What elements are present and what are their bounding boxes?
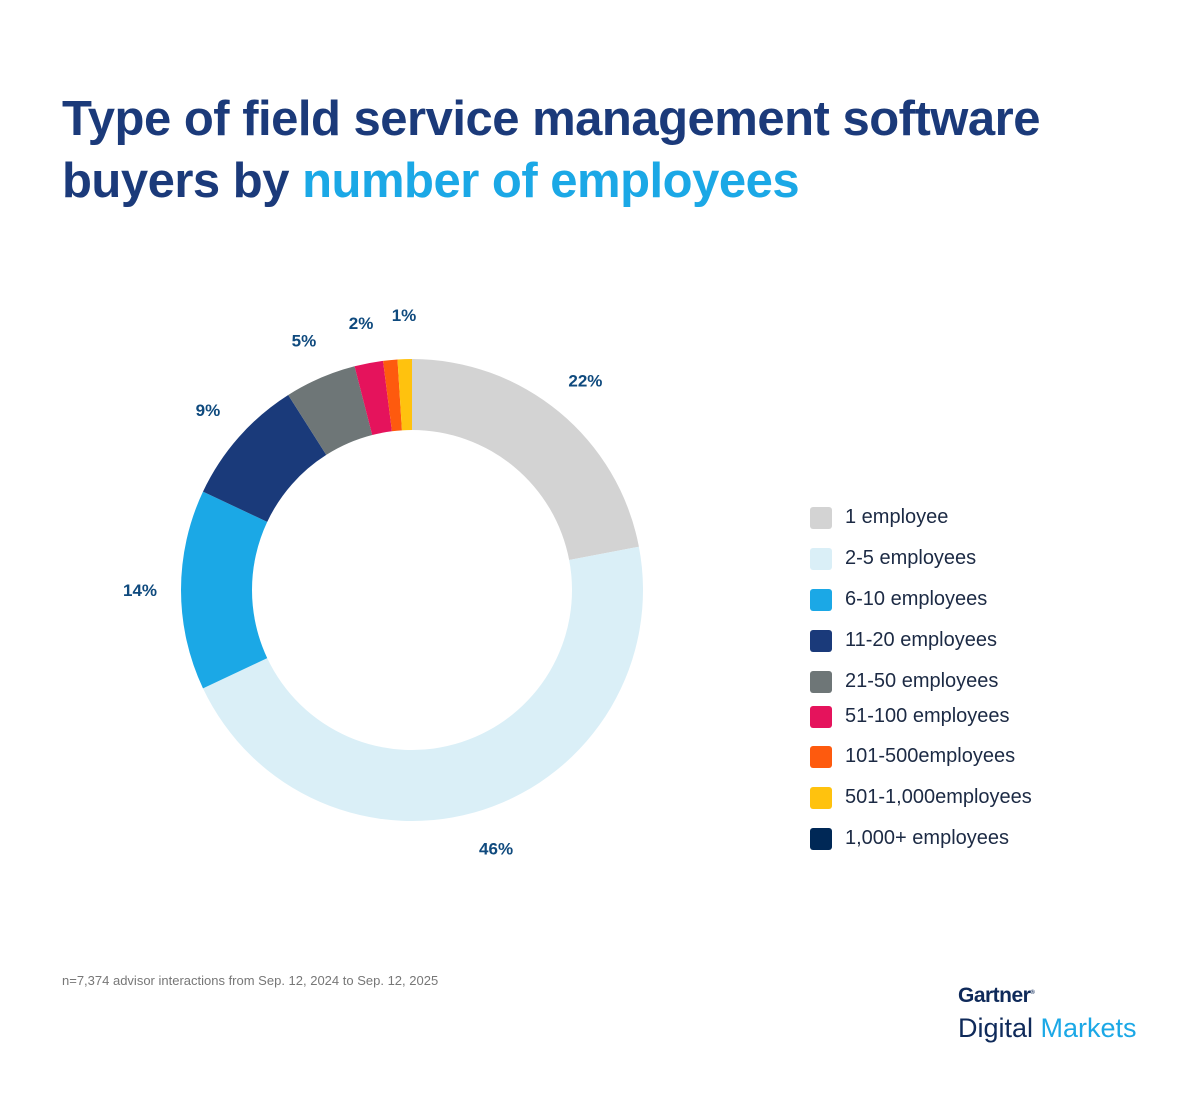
data-label-3: 9%	[196, 401, 221, 420]
footnote: n=7,374 advisor interactions from Sep. 1…	[62, 973, 439, 988]
legend-item: 2-5 employees	[810, 547, 976, 570]
data-label-1: 46%	[479, 840, 513, 859]
data-label-7: 1%	[392, 306, 417, 325]
legend-swatch	[810, 786, 832, 809]
legend-label: 1 employee	[845, 506, 949, 528]
legend-label: 501-1,000employees	[845, 786, 1032, 808]
legend-swatch	[810, 745, 832, 768]
legend-swatch	[810, 629, 832, 652]
legend-item: 51-100 employees	[810, 705, 1010, 728]
legend-label: 11-20 employees	[845, 629, 997, 651]
legend-swatch	[810, 827, 832, 850]
slice-7	[397, 359, 412, 431]
legend-item: 21-50 employees	[810, 670, 998, 693]
legend-label: 1,000+ employees	[845, 827, 1010, 849]
legend-swatch	[810, 547, 832, 570]
data-label-2: 14%	[123, 581, 157, 600]
data-label-4: 5%	[292, 331, 317, 350]
slice-5	[354, 360, 392, 436]
gartner-logo: Gartner®	[958, 984, 1035, 1007]
legend-swatch	[810, 705, 832, 728]
legend-swatch	[810, 670, 832, 693]
legend-swatch	[810, 506, 832, 529]
legend-item: 501-1,000employees	[810, 786, 1032, 809]
legend-item: 1 employee	[810, 506, 948, 529]
slice-4	[288, 366, 373, 455]
legend-item: 101-500employees	[810, 745, 1015, 768]
slice-2	[181, 491, 268, 689]
digital-markets-logo: Digital Markets	[958, 1013, 1137, 1043]
title-highlight: number of employees	[302, 154, 800, 208]
slice-1	[202, 546, 644, 822]
legend-item: 11-20 employees	[810, 629, 997, 652]
legend-item: 6-10 employees	[810, 588, 987, 611]
title-main: Type of field service management softwar…	[62, 92, 1040, 208]
legend-label: 2-5 employees	[845, 547, 977, 569]
legend-item: 1,000+ employees	[810, 827, 1009, 850]
legend-label: 6-10 employees	[845, 588, 988, 610]
data-label-0: 22%	[568, 371, 602, 390]
data-label-5: 2%	[349, 314, 374, 333]
slice-6	[383, 359, 402, 432]
slice-3	[202, 394, 327, 522]
slice-0	[412, 359, 639, 561]
legend-label: 51-100 employees	[845, 705, 1010, 727]
legend-label: 21-50 employees	[845, 670, 999, 692]
legend-label: 101-500employees	[845, 745, 1016, 767]
legend-swatch	[810, 588, 832, 611]
chart-title: Type of field service management softwar…	[62, 88, 1200, 212]
